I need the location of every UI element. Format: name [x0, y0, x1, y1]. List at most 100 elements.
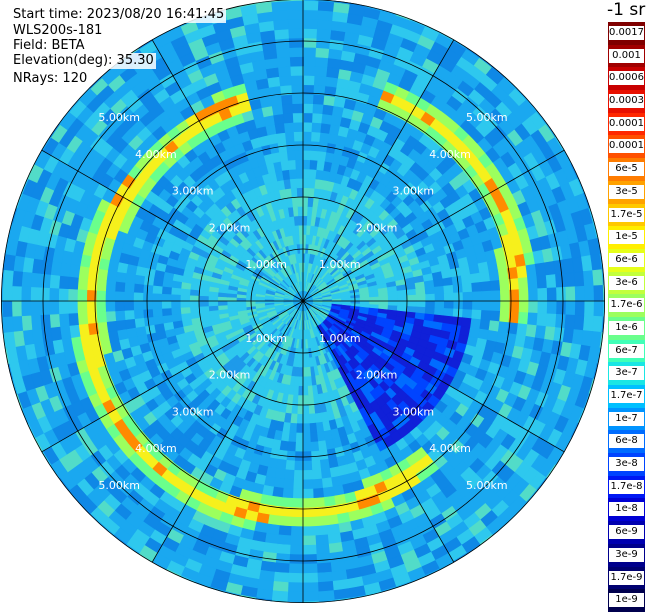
range-gate — [593, 284, 604, 303]
range-gate — [488, 269, 500, 283]
colorbar-tick-label: 1.7e-8 — [609, 479, 644, 494]
range-gate — [313, 525, 328, 537]
range-gate — [302, 404, 310, 415]
range-gate — [170, 306, 182, 316]
range-gate — [314, 534, 329, 546]
colorbar-bin: 1e-8 — [608, 498, 645, 522]
range-gate — [161, 300, 172, 309]
colorbar-bin: 1.7e-5 — [608, 203, 645, 227]
range-gate — [302, 469, 313, 481]
range-gate — [20, 285, 32, 302]
range-gate — [462, 300, 473, 311]
colorbar-bin: 6e-6 — [608, 248, 645, 272]
range-ring-label: 3.00km — [172, 185, 214, 198]
range-gate — [114, 309, 126, 322]
colorbar-tick-label: 1.7e-7 — [609, 389, 644, 403]
range-gate — [295, 168, 304, 179]
colorbar-tick-label: 3e-5 — [609, 184, 644, 199]
azimuth-spoke — [302, 149, 565, 302]
range-ring-label: 1.00km — [319, 332, 361, 345]
range-gate — [536, 312, 548, 328]
range-gate — [312, 93, 326, 105]
range-gate — [297, 196, 304, 207]
range-gate — [274, 28, 291, 40]
range-gate — [11, 299, 22, 317]
range-gate — [124, 317, 136, 330]
range-gate — [289, 525, 304, 537]
range-gate — [582, 270, 595, 288]
colorbar-bin: 1e-7 — [608, 407, 645, 431]
range-gate — [271, 0, 289, 12]
range-gate — [315, 553, 331, 565]
range-gate — [133, 291, 144, 302]
range-gate — [308, 413, 317, 424]
range-gate — [279, 75, 293, 87]
range-gate — [291, 93, 304, 105]
range-gate — [114, 300, 125, 312]
range-gate — [272, 9, 290, 22]
range-gate — [292, 479, 304, 490]
range-gate — [275, 37, 291, 49]
range-gate — [198, 300, 209, 307]
range-gate — [315, 37, 332, 50]
range-gate — [105, 279, 117, 292]
colorbar-bin: 3e-9 — [608, 543, 645, 567]
range-gate — [479, 271, 491, 284]
range-gate — [287, 572, 304, 584]
range-gate — [546, 287, 558, 303]
range-gate — [123, 300, 135, 311]
range-gate — [545, 274, 557, 290]
colorbar-bin: 1.7e-8 — [608, 475, 645, 499]
range-gate — [593, 300, 604, 318]
range-gate — [189, 300, 200, 308]
range-gate — [294, 441, 304, 453]
range-gate — [294, 140, 304, 151]
ppi-scan-plot: 1.00km 1.00km 1.00km 1.00km 2.00km 2.00km 2.00… — [1, 0, 605, 603]
range-gate — [425, 293, 436, 302]
colorbar-tick-label: 0.001 — [609, 48, 644, 63]
range-gate — [516, 265, 528, 280]
range-gate — [471, 281, 483, 293]
range-gate — [291, 497, 304, 509]
range-gate — [281, 93, 294, 105]
range-gate — [106, 319, 118, 333]
range-gate — [489, 310, 501, 323]
colorbar-bin: 0.0006 — [608, 67, 645, 91]
range-gate — [565, 300, 576, 317]
range-gate — [287, 159, 297, 170]
range-gate — [273, 19, 290, 31]
colorbar-bin: 1e-5 — [608, 226, 645, 249]
range-gate — [95, 310, 107, 323]
range-gate — [554, 313, 567, 330]
range-gate — [58, 287, 69, 302]
range-gate — [151, 292, 163, 302]
range-gate — [574, 285, 586, 302]
range-gate — [286, 0, 305, 2]
range-gate — [434, 293, 445, 302]
range-gate — [574, 300, 586, 317]
range-gate — [302, 28, 319, 39]
range-ring-label: 4.00km — [429, 148, 471, 161]
colorbar-tick-label: 6e-7 — [609, 343, 644, 358]
range-gate — [95, 278, 107, 292]
range-gate — [180, 306, 191, 315]
range-gate — [189, 305, 200, 314]
range-gate — [48, 299, 60, 315]
range-gate — [302, 413, 310, 425]
range-gate — [48, 286, 60, 302]
range-gate — [302, 451, 312, 462]
range-gate — [302, 488, 314, 499]
range-gate — [584, 300, 595, 318]
range-gate — [39, 272, 52, 289]
range-gate — [453, 292, 464, 302]
range-gate — [302, 376, 308, 387]
range-gate — [301, 582, 319, 593]
range-gate — [499, 279, 511, 292]
colorbar-tick-label: 3e-7 — [609, 366, 644, 381]
colorbar-tick-label: 6e-8 — [609, 434, 644, 449]
range-gate — [179, 300, 191, 308]
range-gate — [315, 562, 332, 574]
range-gate — [314, 65, 329, 77]
range-ring-label: 4.00km — [429, 442, 471, 455]
range-gate — [387, 295, 398, 302]
